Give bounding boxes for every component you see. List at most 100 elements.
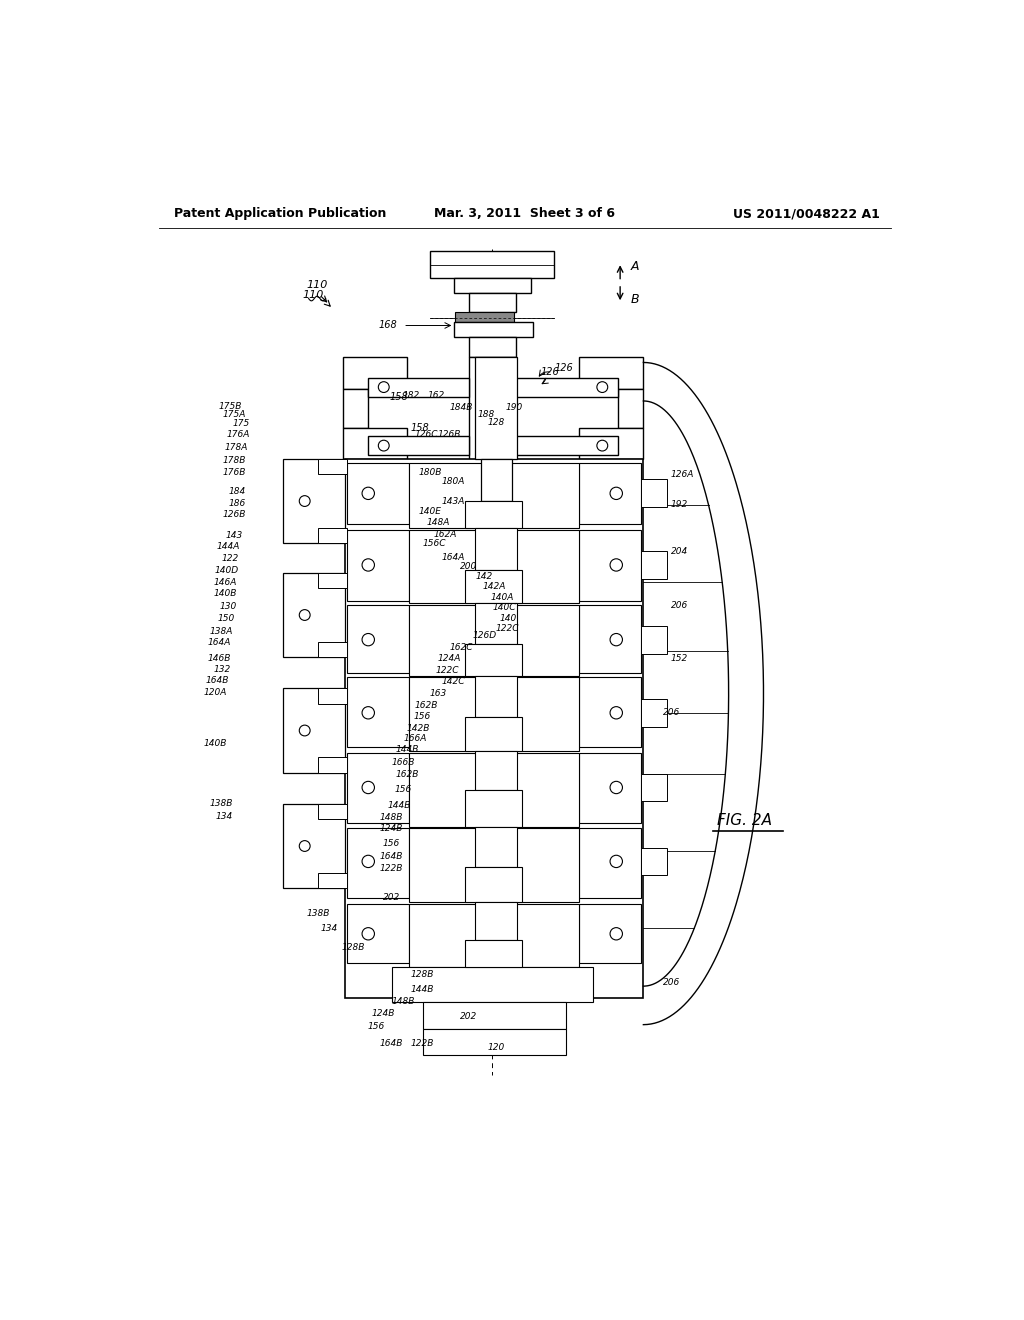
Bar <box>346 529 409 601</box>
Bar <box>346 752 409 822</box>
Text: 122: 122 <box>221 553 239 562</box>
Text: 190: 190 <box>505 403 522 412</box>
Text: 132: 132 <box>214 665 231 675</box>
Bar <box>465 644 521 676</box>
Text: 180B: 180B <box>419 469 442 477</box>
Text: 130: 130 <box>219 602 237 611</box>
Text: 156: 156 <box>414 713 431 721</box>
Text: US 2011/0048222 A1: US 2011/0048222 A1 <box>733 207 880 220</box>
Bar <box>409 677 579 751</box>
Bar <box>465 570 521 603</box>
Text: B: B <box>630 293 639 306</box>
Text: 206: 206 <box>671 601 688 610</box>
Bar <box>317 873 346 888</box>
Text: 140D: 140D <box>215 566 239 574</box>
Text: 188: 188 <box>477 409 495 418</box>
Bar <box>465 502 521 528</box>
Circle shape <box>362 634 375 645</box>
Text: 110: 110 <box>302 290 324 301</box>
Text: 120: 120 <box>487 1043 505 1052</box>
Bar <box>317 804 346 818</box>
Text: 138A: 138A <box>209 627 232 636</box>
Text: 162C: 162C <box>450 643 473 652</box>
Text: 124A: 124A <box>438 653 462 663</box>
Bar <box>480 459 512 502</box>
Text: 175B: 175B <box>218 401 242 411</box>
Bar <box>641 774 667 801</box>
Text: 140C: 140C <box>493 603 516 611</box>
Text: 142C: 142C <box>441 677 465 686</box>
Text: 175: 175 <box>232 418 250 428</box>
Bar <box>641 479 667 507</box>
Circle shape <box>610 487 623 499</box>
Text: 126B: 126B <box>222 510 246 519</box>
Bar <box>343 358 407 389</box>
Text: 134: 134 <box>321 924 338 933</box>
Bar <box>475 528 517 570</box>
Text: 164A: 164A <box>208 639 231 647</box>
Bar <box>317 573 346 589</box>
Bar <box>475 603 517 644</box>
Bar <box>343 389 369 428</box>
Bar <box>469 337 515 358</box>
Circle shape <box>362 706 375 719</box>
Text: 144A: 144A <box>217 543 241 550</box>
Text: 144B: 144B <box>395 746 419 754</box>
Text: 168: 168 <box>378 321 397 330</box>
Bar <box>317 758 346 774</box>
Bar <box>641 700 667 726</box>
Text: 164A: 164A <box>441 553 465 562</box>
Bar <box>346 677 409 747</box>
Bar <box>579 677 641 747</box>
Text: 134: 134 <box>215 812 232 821</box>
Circle shape <box>610 706 623 719</box>
Bar <box>475 358 517 459</box>
Text: 186: 186 <box>228 499 246 508</box>
Text: 148B: 148B <box>380 813 403 822</box>
Bar <box>283 804 345 888</box>
Bar <box>346 462 409 524</box>
Bar <box>515 378 617 397</box>
Bar <box>465 717 521 751</box>
Bar <box>579 829 641 898</box>
Text: 128: 128 <box>487 418 505 426</box>
Text: 126D: 126D <box>472 631 497 640</box>
Circle shape <box>299 725 310 737</box>
Text: 175A: 175A <box>222 411 246 420</box>
Bar <box>579 752 641 822</box>
Text: 176B: 176B <box>222 469 246 477</box>
Text: 122C: 122C <box>435 667 459 675</box>
Bar <box>409 904 579 966</box>
Text: 178B: 178B <box>222 455 246 465</box>
Text: A: A <box>630 260 639 273</box>
Text: 140B: 140B <box>204 739 227 748</box>
Circle shape <box>610 634 623 645</box>
Text: 124B: 124B <box>380 824 403 833</box>
Bar <box>515 436 617 455</box>
Text: 124B: 124B <box>372 1008 395 1018</box>
Text: 143A: 143A <box>441 496 465 506</box>
Circle shape <box>610 928 623 940</box>
Bar <box>454 277 531 293</box>
Text: 202: 202 <box>383 894 400 902</box>
Circle shape <box>597 441 607 451</box>
Text: 180A: 180A <box>441 478 465 486</box>
Circle shape <box>299 841 310 851</box>
Bar <box>317 688 346 704</box>
Text: 156C: 156C <box>422 539 445 548</box>
Text: 122B: 122B <box>411 1039 434 1048</box>
Circle shape <box>362 781 375 793</box>
Text: 184: 184 <box>228 487 246 495</box>
Text: 152: 152 <box>671 655 688 664</box>
Text: 166A: 166A <box>403 734 426 743</box>
Circle shape <box>299 496 310 507</box>
Text: 142B: 142B <box>407 723 430 733</box>
Text: 140A: 140A <box>490 593 514 602</box>
Text: 138B: 138B <box>209 799 232 808</box>
Bar <box>430 251 554 277</box>
Bar <box>345 459 643 998</box>
Bar <box>317 459 346 474</box>
Bar <box>475 826 517 867</box>
Bar <box>469 293 515 313</box>
Bar <box>409 605 579 676</box>
